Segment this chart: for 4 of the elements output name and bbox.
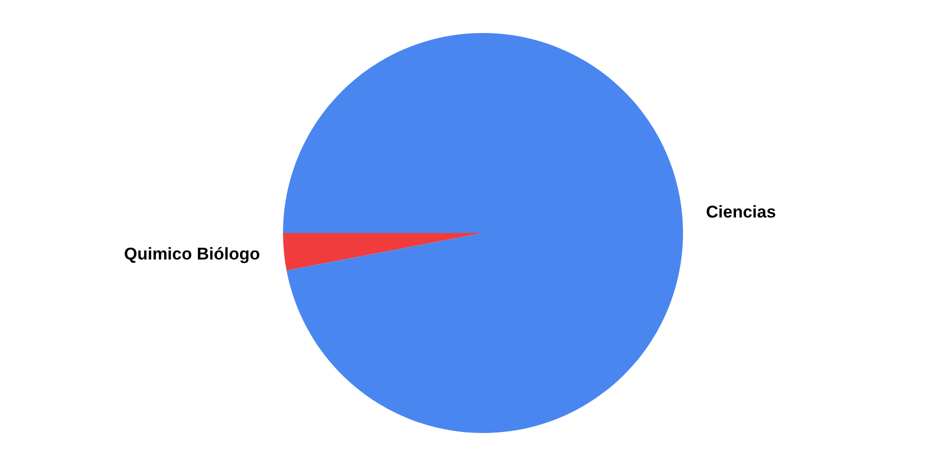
pie-slice xyxy=(283,33,683,433)
slice-label: Ciencias xyxy=(706,202,776,222)
pie-slice xyxy=(283,233,483,270)
slice-label: Quimico Biólogo xyxy=(124,244,260,264)
